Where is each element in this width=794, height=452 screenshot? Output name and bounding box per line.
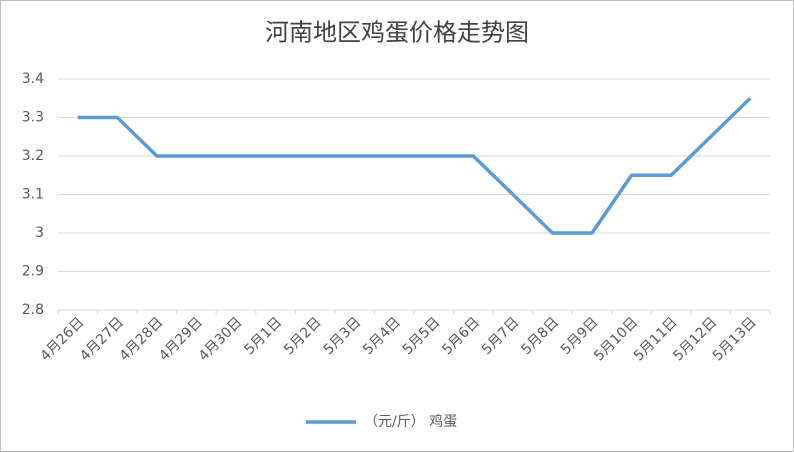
- y-tick-label: 3.4: [22, 71, 44, 87]
- y-tick-label: 3.3: [22, 110, 44, 126]
- chart-title: 河南地区鸡蛋价格走势图: [265, 19, 529, 47]
- y-tick-label: 2.9: [22, 264, 44, 280]
- y-tick-label: 2.8: [22, 302, 44, 318]
- line-series: [77, 96, 752, 235]
- y-tick-label: 3.1: [22, 187, 44, 203]
- y-tick-label: 3: [35, 225, 44, 241]
- y-tick-label: 3.2: [22, 148, 44, 164]
- legend-label: （元/斤） 鸡蛋: [364, 413, 457, 430]
